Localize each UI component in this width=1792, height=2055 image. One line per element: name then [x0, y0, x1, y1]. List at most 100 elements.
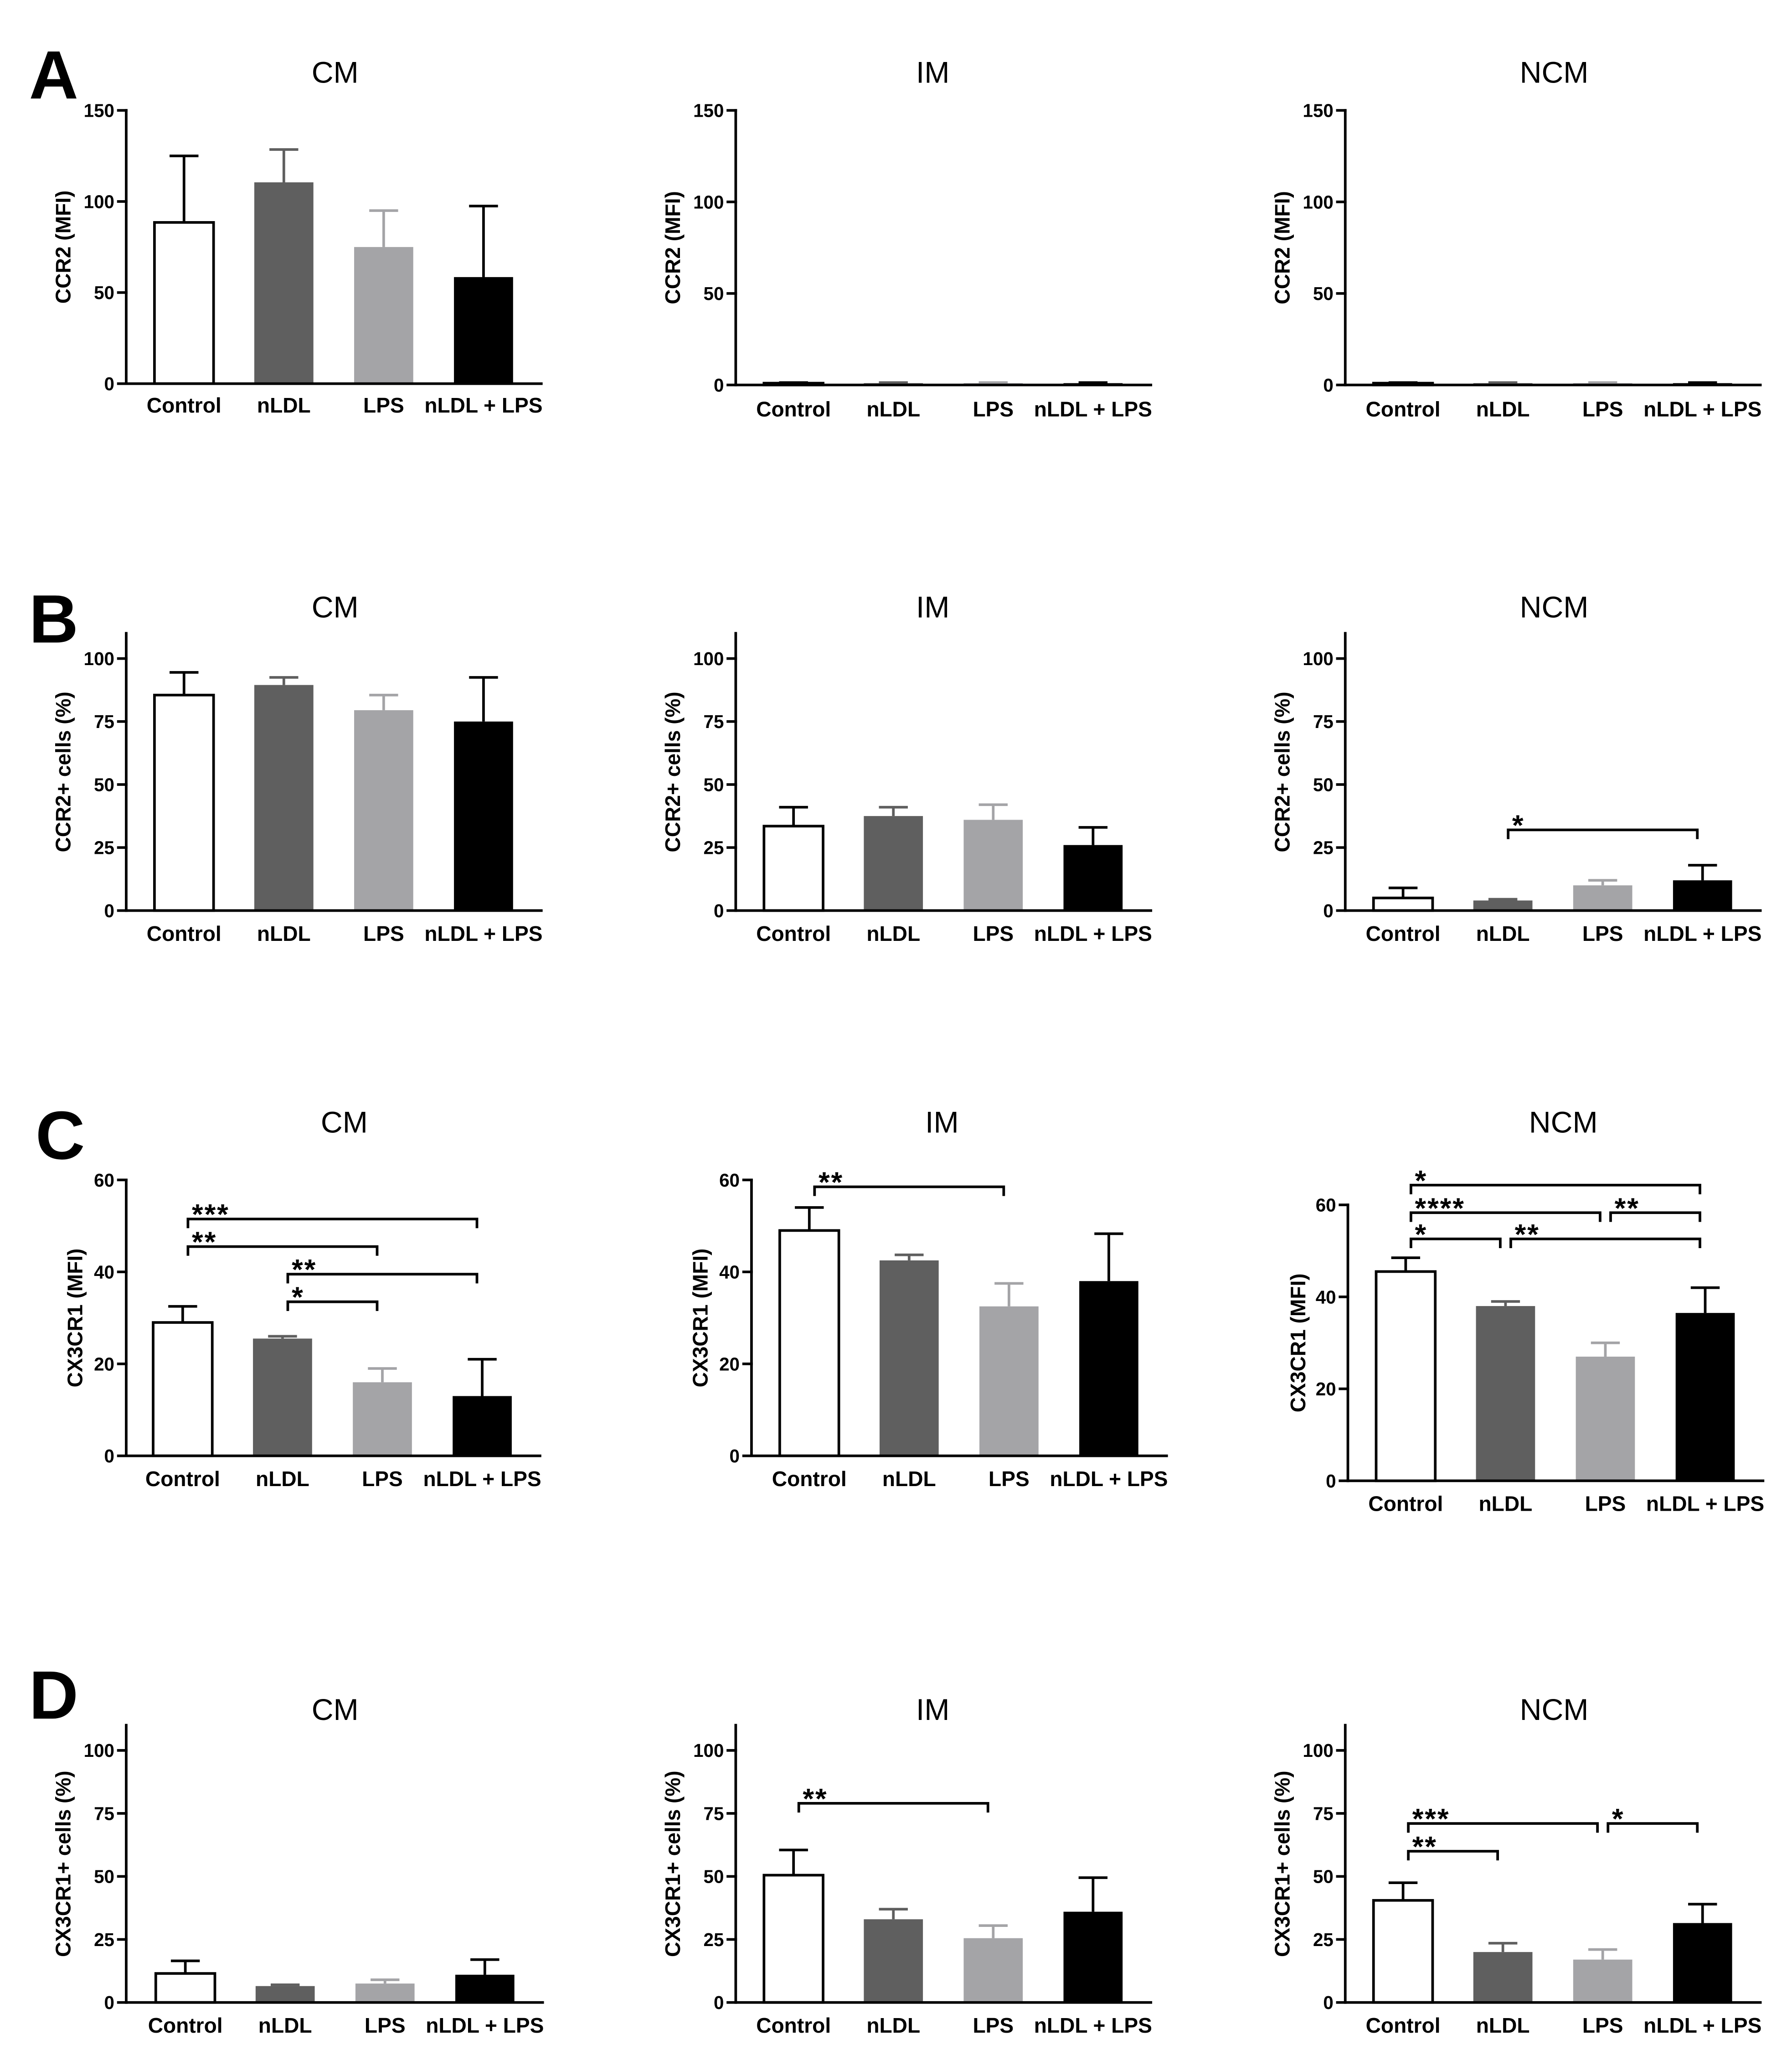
error-bar-lps — [1588, 1948, 1617, 1960]
significance-label: * — [1512, 810, 1525, 842]
bar-control — [1372, 1899, 1434, 2004]
y-tick-label: 50 — [704, 774, 724, 795]
significance-label: ** — [803, 1783, 828, 1815]
y-axis-label: CX3CR1 (MFI) — [689, 1249, 712, 1388]
category-label-nldl-lps: nLDL + LPS — [426, 2014, 544, 2037]
category-label-nldl-lps: nLDL + LPS — [1643, 2014, 1761, 2037]
y-tick-label: 0 — [1326, 1471, 1336, 1492]
chart-b-im: 0 25 50 75 100 Control nLDL LPS nLDL + LPS IM CCR2… — [661, 591, 1153, 945]
bar-nldl — [254, 182, 314, 384]
y-axis-label: CX3CR1+ cells (%) — [51, 1771, 75, 1957]
bar-lps — [1573, 1959, 1632, 2003]
y-tick-label: 40 — [1316, 1286, 1336, 1307]
y-axis-label: CCR2+ cells (%) — [1271, 692, 1294, 852]
category-label-nldl-lps: nLDL + LPS — [424, 393, 542, 417]
bar-lps — [979, 1306, 1039, 1456]
chart-title: IM — [916, 56, 950, 90]
chart-title: IM — [916, 1693, 950, 1727]
significance-bracket — [1407, 1850, 1499, 1861]
y-tick-label: 25 — [1313, 837, 1334, 858]
category-label-nldl: nLDL — [1476, 398, 1530, 421]
chart-a-ncm: 0 50 100 150 Control nLDL LPS nLDL + LPS NCM CCR2… — [1271, 56, 1762, 421]
significance-label: ** — [292, 1254, 317, 1286]
category-label-nldl-lps: nLDL + LPS — [1646, 1492, 1764, 1516]
bar-lps — [963, 1938, 1023, 2003]
error-bar-lps — [369, 209, 398, 247]
chart-grid: 0 50 100 150 Control nLDL LPS nLDL + LPS CM CCR2 … — [51, 56, 1765, 2037]
y-tick-label: 150 — [84, 100, 114, 121]
significance-label: ** — [1615, 1193, 1640, 1224]
error-bar-control — [170, 155, 199, 222]
y-tick-label: 50 — [94, 774, 114, 795]
chart-title: CM — [312, 591, 359, 625]
chart-title: NCM — [1520, 591, 1589, 625]
error-bar-nldl — [1488, 381, 1518, 384]
bar-nldl-lps — [1063, 1911, 1123, 2003]
bar-control — [1372, 896, 1434, 912]
bar-nldl — [255, 1986, 315, 2003]
bar-nldl — [253, 1338, 312, 1456]
category-label-control: Control — [147, 922, 221, 945]
error-bar-control — [779, 381, 808, 384]
category-label-nldl-lps: nLDL + LPS — [424, 922, 542, 945]
y-tick-label: 25 — [94, 1929, 114, 1950]
y-tick-label: 75 — [1313, 711, 1334, 732]
bar-lps — [963, 820, 1023, 911]
error-bar-lps — [368, 1367, 397, 1383]
bar-nldl-lps — [1673, 1923, 1732, 2003]
error-bar-nldl — [879, 381, 908, 384]
y-tick-label: 50 — [1313, 1866, 1334, 1887]
y-axis-label: CCR2 (MFI) — [51, 191, 75, 304]
significance-bracket — [797, 1802, 989, 1813]
panel-label-d: D — [29, 1657, 78, 1733]
y-tick-label: 75 — [1313, 1803, 1334, 1824]
category-label-control: Control — [1368, 1492, 1443, 1516]
category-label-lps: LPS — [973, 922, 1014, 945]
category-label-lps: LPS — [363, 922, 404, 945]
error-bar-lps — [978, 1924, 1008, 1938]
y-axis-label: CX3CR1+ cells (%) — [1271, 1771, 1294, 1957]
y-tick-label: 150 — [693, 100, 724, 121]
y-tick-label: 0 — [104, 900, 114, 921]
error-bar-nldl — [1488, 1941, 1518, 1952]
error-bar-lps — [1588, 879, 1617, 886]
error-bar-lps — [978, 803, 1008, 820]
bar-lps — [1573, 885, 1632, 911]
significance-label: * — [1612, 1803, 1625, 1835]
error-bar-control — [1388, 381, 1418, 384]
category-label-control: Control — [1366, 2014, 1441, 2037]
bar-nldl — [879, 1260, 939, 1456]
bar-control — [778, 1229, 840, 1457]
significance-bracket — [1509, 1237, 1701, 1248]
category-label-lps: LPS — [363, 393, 404, 417]
y-tick-label: 100 — [693, 1740, 724, 1761]
bar-nldl — [864, 816, 923, 911]
y-tick-label: 25 — [94, 837, 114, 858]
error-bar-nldl-lps — [1688, 1903, 1717, 1923]
y-tick-label: 100 — [84, 648, 114, 669]
bar-control — [152, 1321, 214, 1457]
bar-nldl — [254, 685, 314, 911]
panel-label-c: C — [36, 1097, 85, 1173]
y-tick-label: 0 — [104, 1992, 114, 2013]
chart-title: CM — [312, 1693, 359, 1727]
y-tick-label: 75 — [94, 711, 114, 732]
y-axis-label: CX3CR1 (MFI) — [63, 1249, 87, 1388]
bar-nldl — [1473, 900, 1533, 911]
category-label-nldl-lps: nLDL + LPS — [1643, 398, 1761, 421]
chart-d-im: 0 25 50 75 100 Control nLDL LPS nLDL + LPS IM CX3C… — [661, 1693, 1153, 2037]
chart-title: NCM — [1520, 56, 1589, 90]
chart-a-im: 0 50 100 150 Control nLDL LPS nLDL + LPS IM CCR2 … — [661, 56, 1153, 421]
error-bar-control — [779, 1848, 808, 1875]
y-tick-label: 50 — [1313, 774, 1334, 795]
category-label-lps: LPS — [1585, 1492, 1626, 1516]
significance-label: ** — [1515, 1219, 1540, 1250]
error-bar-nldl-lps — [1078, 381, 1108, 384]
significance-bracket — [1609, 1211, 1701, 1222]
error-bar-nldl-lps — [1688, 381, 1717, 384]
chart-d-ncm: 0 25 50 75 100 Control nLDL LPS nLDL + LPS NCM CX3… — [1271, 1693, 1762, 2037]
y-tick-label: 25 — [704, 1929, 724, 1950]
chart-a-cm: 0 50 100 150 Control nLDL LPS nLDL + LPS CM CCR2 … — [51, 56, 543, 417]
bar-nldl-lps — [454, 721, 513, 911]
category-label-nldl-lps: nLDL + LPS — [423, 1467, 541, 1491]
